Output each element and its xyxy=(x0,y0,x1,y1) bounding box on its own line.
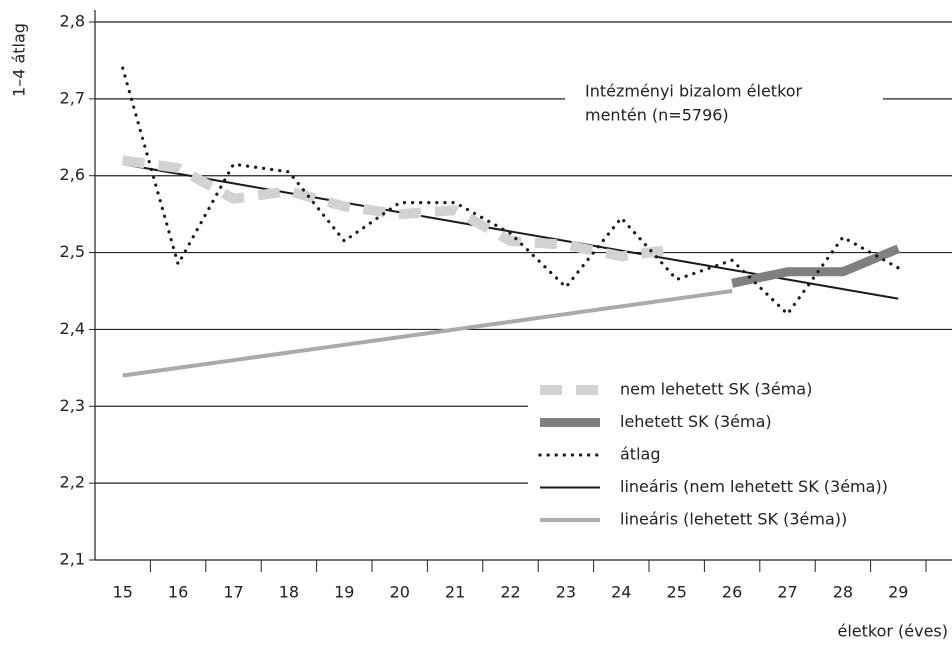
legend-label: lineáris (nem lehetett SK (3éma)) xyxy=(620,477,888,496)
y-tick-label: 2,8 xyxy=(60,12,85,31)
x-tick-label: 15 xyxy=(113,583,133,602)
legend-label: lehetett SK (3éma) xyxy=(620,412,772,431)
x-tick-label: 23 xyxy=(556,583,576,602)
chart-title: mentén (n=5796) xyxy=(585,106,729,125)
series-line xyxy=(122,289,733,378)
x-tick-label: 26 xyxy=(722,583,742,602)
series-line xyxy=(731,244,901,288)
x-tick-label: 16 xyxy=(168,583,188,602)
x-axis-label: életkor (éves) xyxy=(837,622,948,641)
y-tick-label: 2,5 xyxy=(60,242,85,261)
x-tick-label: 19 xyxy=(334,583,354,602)
x-tick-label: 17 xyxy=(223,583,243,602)
chart-title: Intézményi bizalom életkor xyxy=(585,82,803,101)
x-tick-label: 24 xyxy=(611,583,631,602)
grid xyxy=(89,10,952,572)
y-axis-label: 1–4 átlag xyxy=(10,23,29,97)
x-tick-label: 22 xyxy=(500,583,520,602)
x-tick-label: 18 xyxy=(279,583,299,602)
title-box xyxy=(565,78,883,128)
plot xyxy=(121,66,901,378)
y-tick-label: 2,2 xyxy=(60,473,85,492)
x-tick-label: 29 xyxy=(888,583,908,602)
y-tick-label: 2,1 xyxy=(60,550,85,569)
legend-box xyxy=(528,374,952,546)
x-tick-label: 28 xyxy=(833,583,853,602)
y-tick-label: 2,3 xyxy=(60,396,85,415)
x-tick-label: 20 xyxy=(390,583,410,602)
series-line xyxy=(122,155,678,262)
y-tick-label: 2,4 xyxy=(60,319,85,338)
x-tick-label: 21 xyxy=(445,583,465,602)
y-tick-label: 2,6 xyxy=(60,165,85,184)
series-line xyxy=(121,66,900,316)
legend-label: lineáris (lehetett SK (3éma)) xyxy=(620,510,847,529)
legend-label: átlag xyxy=(620,445,660,464)
y-tick-label: 2,7 xyxy=(60,88,85,107)
x-tick-label: 25 xyxy=(667,583,687,602)
legend-label: nem lehetett SK (3éma) xyxy=(620,380,812,399)
x-tick-label: 27 xyxy=(777,583,797,602)
series-line xyxy=(122,163,899,300)
